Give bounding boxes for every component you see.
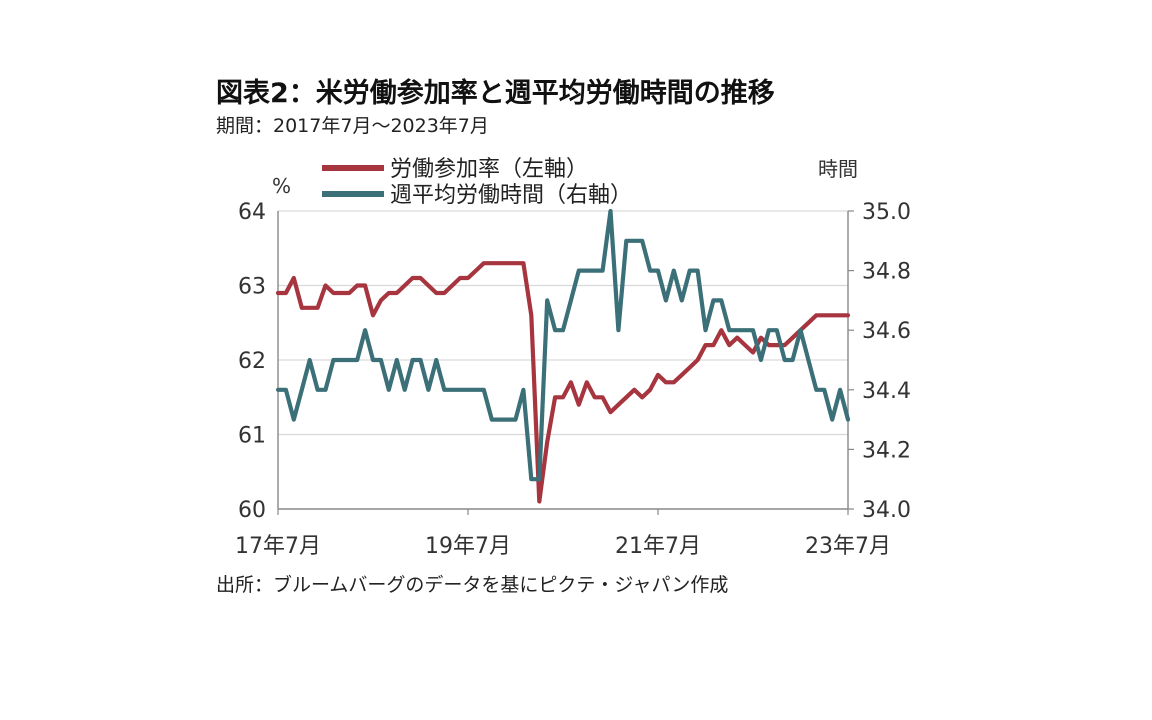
y-left-tick-label: 60 — [238, 498, 266, 523]
left-axis-unit: % — [272, 174, 291, 198]
y-right-tick-label: 34.6 — [862, 319, 911, 344]
y-right-tick-label: 35.0 — [862, 200, 911, 225]
chart-title: 図表2：米労働参加率と週平均労働時間の推移 — [216, 77, 775, 109]
y-right-tick-label: 34.4 — [862, 379, 911, 404]
x-tick-label: 21年7月 — [615, 534, 701, 559]
y-left-tick-label: 63 — [238, 275, 266, 300]
legend-label-participation: 労働参加率（左軸） — [390, 157, 588, 182]
x-tick-label: 19年7月 — [425, 534, 511, 559]
series-line-participation — [275, 261, 851, 504]
y-left-tick-label: 64 — [238, 200, 266, 225]
axes — [277, 210, 854, 515]
x-tick-label: 23年7月 — [805, 534, 891, 559]
y-left-tick-label: 62 — [238, 349, 266, 374]
y-left-tick-label: 61 — [238, 424, 266, 449]
y-right-tick-label: 34.0 — [862, 498, 911, 523]
series-line-hours — [275, 208, 851, 482]
y-right-tick-label: 34.2 — [862, 438, 911, 463]
tick-labels: 60 61 62 63 64 34.0 34.2 34.4 34.6 34.8 35.0 17年7月 1… — [235, 200, 911, 559]
right-axis-unit: 時間 — [818, 157, 858, 181]
y-right-tick-label: 34.8 — [862, 260, 911, 285]
x-tick-label: 17年7月 — [235, 534, 321, 559]
plot-area — [275, 208, 851, 504]
legend-label-hours: 週平均労働時間（右軸） — [390, 183, 632, 208]
source-note: 出所：ブルームバーグのデータを基にピクテ・ジャパン作成 — [216, 573, 728, 596]
chart-subtitle: 期間：2017年7月～2023年7月 — [216, 115, 489, 137]
